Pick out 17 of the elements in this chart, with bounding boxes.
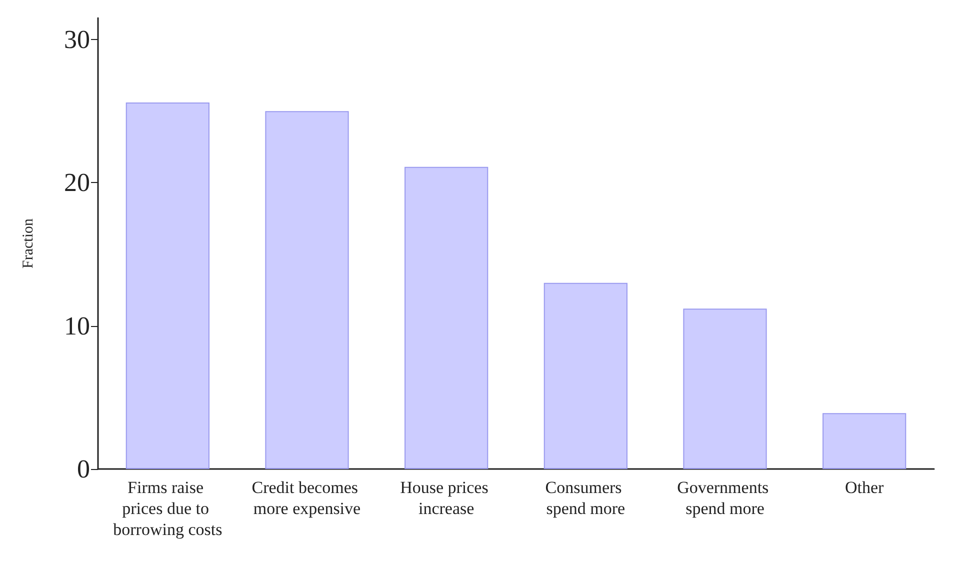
x-tick-label: Firms raise prices due to borrowing costs (113, 478, 222, 539)
y-tick-label: 30 (64, 24, 90, 54)
x-tick-label: Consumers spend more (545, 478, 626, 518)
bar (683, 308, 767, 469)
y-axis-title: Fraction (20, 218, 36, 268)
bar (265, 111, 349, 469)
x-tick-label: Other (844, 478, 884, 497)
x-tick-label: Credit becomes more expensive (252, 478, 362, 518)
bar (126, 102, 210, 469)
y-tick-label: 10 (64, 311, 90, 340)
x-tick-label: Governments spend more (677, 478, 773, 518)
bar (404, 166, 488, 469)
bar (822, 413, 906, 469)
y-tick-label: 20 (64, 168, 90, 198)
bar (544, 282, 628, 469)
x-tick-label: House prices increase (400, 478, 493, 518)
y-tick-label: 0 (77, 454, 90, 484)
